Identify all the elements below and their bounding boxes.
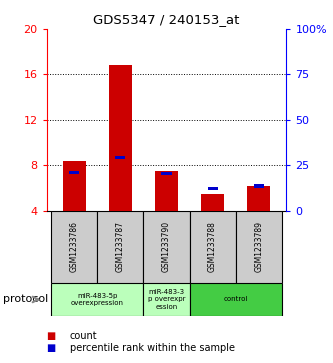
Bar: [247, 185, 270, 211]
Bar: [51, 283, 144, 316]
Text: GDS5347 / 240153_at: GDS5347 / 240153_at: [93, 13, 240, 26]
Text: control: control: [223, 297, 248, 302]
Bar: [97, 211, 144, 283]
Bar: [63, 160, 86, 211]
Bar: [189, 283, 282, 316]
Bar: [236, 211, 282, 283]
Text: ■: ■: [47, 343, 56, 354]
Bar: [144, 211, 189, 283]
Text: GSM1233789: GSM1233789: [254, 221, 263, 272]
Text: miR-483-3
p overexpr
ession: miR-483-3 p overexpr ession: [148, 289, 185, 310]
Text: protocol: protocol: [3, 294, 49, 305]
Bar: [207, 187, 218, 190]
Bar: [144, 283, 189, 316]
Bar: [51, 211, 97, 283]
Bar: [69, 171, 79, 174]
Bar: [189, 211, 236, 283]
Text: count: count: [70, 331, 98, 341]
Bar: [254, 184, 264, 188]
Bar: [155, 171, 178, 211]
Text: GSM1233786: GSM1233786: [70, 221, 79, 272]
Text: percentile rank within the sample: percentile rank within the sample: [70, 343, 235, 354]
Bar: [109, 65, 132, 211]
Text: miR-483-5p
overexpression: miR-483-5p overexpression: [71, 293, 124, 306]
Bar: [201, 193, 224, 211]
Text: ■: ■: [47, 331, 56, 341]
Text: GSM1233787: GSM1233787: [116, 221, 125, 272]
Bar: [162, 172, 171, 175]
Bar: [115, 156, 126, 159]
Text: GSM1233788: GSM1233788: [208, 221, 217, 272]
Text: GSM1233790: GSM1233790: [162, 221, 171, 272]
